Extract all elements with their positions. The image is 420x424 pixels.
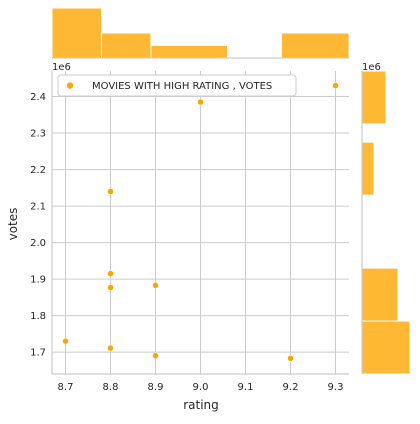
y-tick-label: 1.9 xyxy=(30,275,46,286)
x-tick-labels: 8.7 8.8 8.9 9.0 9.1 9.2 9.3 xyxy=(58,382,344,393)
marginal-x-bar xyxy=(150,45,228,59)
legend: MOVIES WITH HIGH RATING , VOTES xyxy=(57,74,297,97)
scatter-point xyxy=(332,82,339,89)
marginal-y-bar xyxy=(361,70,387,125)
x-tick-label: 9.3 xyxy=(328,382,344,393)
marginal-y-bar xyxy=(361,141,375,196)
y-offset-text: 1e6 xyxy=(52,62,71,73)
marginal-y-bar xyxy=(361,267,399,322)
x-axis-title: rating xyxy=(183,398,219,412)
scatter-point xyxy=(287,355,294,362)
marginal-x-bar xyxy=(51,7,102,59)
scatter-point xyxy=(152,352,159,359)
scatter-point xyxy=(197,98,204,106)
y-tick-label: 2.4 xyxy=(30,92,46,103)
scatter-panel: 8.7 8.8 8.9 9.0 9.1 9.2 9.3 1.7 1.8 1.9 2.0 2.1 2.2… xyxy=(30,71,349,393)
legend-label: MOVIES WITH HIGH RATING , VOTES xyxy=(92,81,272,92)
scatter-point xyxy=(107,188,114,195)
legend-box xyxy=(57,74,297,97)
scatter-points xyxy=(62,82,339,362)
y-tick-label: 2.2 xyxy=(30,165,46,176)
y-tick-label: 1.8 xyxy=(30,311,46,322)
marginal-x-bar xyxy=(101,32,152,59)
x-tick-label: 8.8 xyxy=(103,382,119,393)
scatter-point xyxy=(107,284,114,291)
grid xyxy=(51,71,349,375)
x-tick-label: 9.2 xyxy=(283,382,299,393)
x-tick-label: 8.9 xyxy=(148,382,164,393)
y-axis-title: votes xyxy=(6,208,20,241)
y-tick-label: 2.0 xyxy=(30,238,46,249)
marginal-x-bar xyxy=(281,32,350,59)
marginal-y-offset-text: 1e6 xyxy=(362,62,381,73)
scatter-point xyxy=(152,282,159,289)
y-tick-label: 2.3 xyxy=(30,129,46,140)
legend-marker xyxy=(66,82,74,89)
scatter-point xyxy=(62,337,69,345)
y-tick-label: 2.1 xyxy=(30,202,46,213)
x-tick-label: 9.0 xyxy=(193,382,209,393)
y-tick-label: 1.7 xyxy=(30,348,46,359)
x-tick-label: 8.7 xyxy=(58,382,74,393)
marginal-y-histogram xyxy=(361,70,411,375)
marginal-x-histogram xyxy=(51,7,350,59)
marginal-y-bar xyxy=(361,320,411,375)
scatter-point xyxy=(107,344,114,352)
x-tick-label: 9.1 xyxy=(238,382,254,393)
scatter-point xyxy=(107,270,114,277)
y-tick-labels: 1.7 1.8 1.9 2.0 2.1 2.2 2.3 2.4 xyxy=(30,92,46,359)
